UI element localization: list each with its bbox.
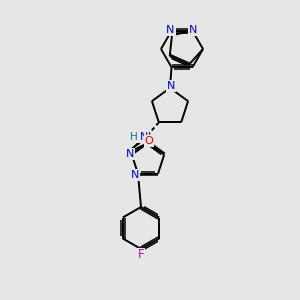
Text: H: H [130,132,138,142]
Text: N: N [126,149,134,159]
Text: N: N [167,81,175,91]
Text: N: N [131,170,139,180]
Text: N: N [140,132,148,142]
Text: O: O [145,136,153,146]
Text: N: N [166,25,175,35]
Text: N: N [189,25,198,35]
Text: F: F [138,248,144,262]
